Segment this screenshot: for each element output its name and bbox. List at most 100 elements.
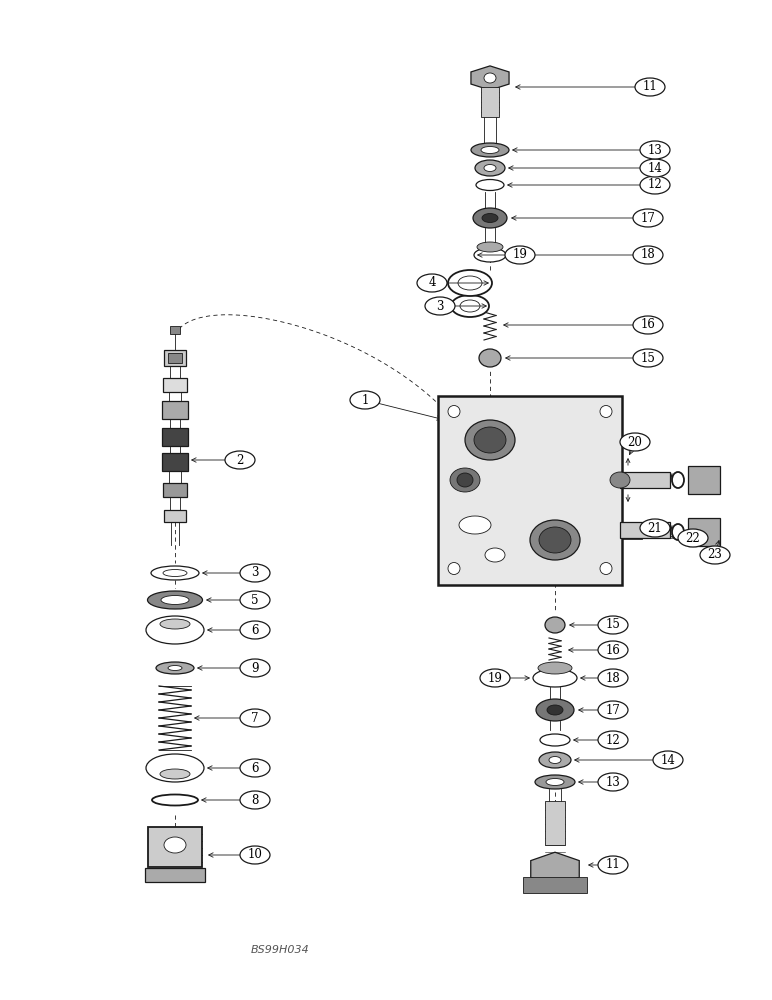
Ellipse shape bbox=[474, 248, 506, 262]
Text: 10: 10 bbox=[248, 848, 262, 861]
Ellipse shape bbox=[633, 316, 663, 334]
Ellipse shape bbox=[425, 297, 455, 315]
Text: 19: 19 bbox=[488, 672, 503, 684]
Ellipse shape bbox=[598, 701, 628, 719]
Ellipse shape bbox=[457, 473, 473, 487]
Bar bbox=[162, 401, 188, 419]
Ellipse shape bbox=[163, 570, 187, 576]
Ellipse shape bbox=[240, 759, 270, 777]
Ellipse shape bbox=[160, 619, 190, 629]
Ellipse shape bbox=[640, 141, 670, 159]
Ellipse shape bbox=[147, 591, 202, 609]
Bar bbox=[688, 466, 720, 494]
Ellipse shape bbox=[161, 595, 189, 604]
Ellipse shape bbox=[458, 276, 482, 290]
Ellipse shape bbox=[505, 246, 535, 264]
Ellipse shape bbox=[448, 562, 460, 574]
Ellipse shape bbox=[672, 524, 684, 540]
Ellipse shape bbox=[633, 246, 663, 264]
Ellipse shape bbox=[545, 617, 565, 633]
Ellipse shape bbox=[598, 641, 628, 659]
Ellipse shape bbox=[536, 699, 574, 721]
Text: 17: 17 bbox=[605, 704, 621, 716]
Ellipse shape bbox=[450, 468, 480, 492]
Text: 6: 6 bbox=[251, 624, 259, 637]
Ellipse shape bbox=[672, 472, 684, 488]
Ellipse shape bbox=[151, 566, 199, 580]
Bar bbox=[168, 353, 182, 363]
Ellipse shape bbox=[533, 669, 577, 687]
Text: 5: 5 bbox=[251, 593, 259, 606]
Text: 9: 9 bbox=[251, 662, 259, 674]
Ellipse shape bbox=[350, 391, 380, 409]
Ellipse shape bbox=[480, 669, 510, 687]
Text: 22: 22 bbox=[686, 532, 700, 544]
Ellipse shape bbox=[474, 427, 506, 453]
Text: BS99H034: BS99H034 bbox=[251, 945, 310, 955]
Ellipse shape bbox=[546, 778, 564, 786]
Text: 16: 16 bbox=[605, 644, 621, 656]
Ellipse shape bbox=[598, 616, 628, 634]
Ellipse shape bbox=[598, 856, 628, 874]
Ellipse shape bbox=[700, 546, 730, 564]
Ellipse shape bbox=[152, 794, 198, 806]
Ellipse shape bbox=[535, 775, 575, 789]
Ellipse shape bbox=[530, 520, 580, 560]
Ellipse shape bbox=[451, 295, 489, 317]
Ellipse shape bbox=[610, 472, 630, 488]
Text: 4: 4 bbox=[428, 276, 435, 290]
Bar bbox=[162, 428, 188, 446]
Ellipse shape bbox=[146, 616, 204, 644]
Ellipse shape bbox=[481, 146, 499, 153]
Ellipse shape bbox=[240, 791, 270, 809]
Bar bbox=[481, 87, 499, 117]
Ellipse shape bbox=[225, 451, 255, 469]
Text: 16: 16 bbox=[641, 318, 655, 332]
Text: 15: 15 bbox=[605, 618, 621, 632]
Bar bbox=[545, 801, 565, 845]
Ellipse shape bbox=[471, 143, 509, 157]
Polygon shape bbox=[471, 66, 509, 90]
Bar bbox=[164, 510, 186, 522]
Text: 8: 8 bbox=[252, 794, 259, 806]
Ellipse shape bbox=[465, 420, 515, 460]
Ellipse shape bbox=[539, 752, 571, 768]
Bar bbox=[162, 453, 188, 471]
Text: 19: 19 bbox=[513, 248, 527, 261]
Text: 21: 21 bbox=[648, 522, 662, 534]
Text: 17: 17 bbox=[641, 212, 655, 225]
Ellipse shape bbox=[160, 769, 190, 779]
Ellipse shape bbox=[598, 773, 628, 791]
Ellipse shape bbox=[168, 666, 182, 670]
Ellipse shape bbox=[635, 78, 665, 96]
Ellipse shape bbox=[600, 406, 612, 418]
Text: 11: 11 bbox=[642, 81, 658, 94]
Ellipse shape bbox=[484, 73, 496, 83]
Ellipse shape bbox=[417, 274, 447, 292]
Text: 13: 13 bbox=[605, 776, 621, 788]
Bar bbox=[620, 522, 670, 538]
Ellipse shape bbox=[600, 562, 612, 574]
Text: 2: 2 bbox=[236, 454, 244, 466]
Ellipse shape bbox=[653, 751, 683, 769]
Text: 12: 12 bbox=[648, 178, 662, 192]
Ellipse shape bbox=[547, 705, 563, 715]
Bar bbox=[688, 518, 720, 546]
Ellipse shape bbox=[459, 516, 491, 534]
Ellipse shape bbox=[620, 433, 650, 451]
Text: 18: 18 bbox=[641, 248, 655, 261]
Ellipse shape bbox=[240, 564, 270, 582]
Bar bbox=[163, 378, 187, 392]
Text: 14: 14 bbox=[648, 161, 662, 174]
Ellipse shape bbox=[540, 734, 570, 746]
Ellipse shape bbox=[485, 548, 505, 562]
Text: 6: 6 bbox=[251, 762, 259, 774]
Ellipse shape bbox=[549, 756, 561, 764]
Ellipse shape bbox=[678, 529, 708, 547]
Ellipse shape bbox=[482, 214, 498, 223]
Text: 12: 12 bbox=[605, 734, 621, 746]
Polygon shape bbox=[531, 852, 579, 886]
Text: 18: 18 bbox=[605, 672, 621, 684]
Ellipse shape bbox=[484, 164, 496, 172]
Ellipse shape bbox=[240, 709, 270, 727]
